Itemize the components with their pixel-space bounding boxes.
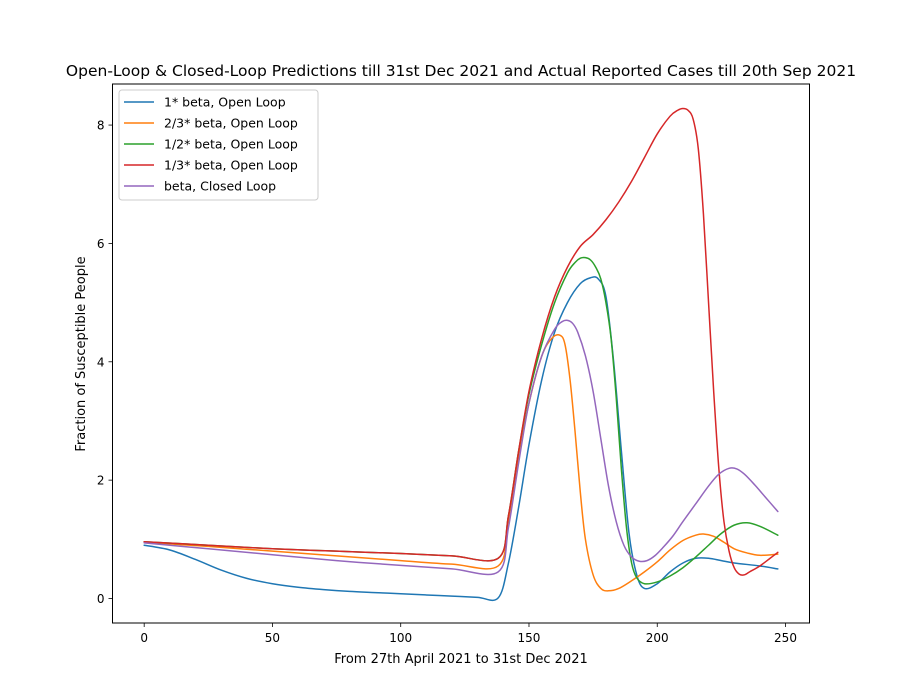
- series-line-5: [143, 319, 779, 576]
- y-tick-label: 4: [97, 355, 105, 369]
- legend-label: beta, Closed Loop: [164, 179, 276, 194]
- series-line-2: [143, 333, 779, 592]
- legend-label: 1* beta, Open Loop: [164, 95, 286, 110]
- x-tick-label: 0: [140, 631, 148, 645]
- legend-label: 1/2* beta, Open Loop: [164, 137, 298, 152]
- x-tick-label: 200: [646, 631, 669, 645]
- series-lines: [143, 107, 779, 602]
- y-tick-label: 0: [97, 592, 105, 606]
- legend: 1* beta, Open Loop 2/3* beta, Open Loop 1/…: [118, 89, 319, 201]
- series-line-4: [143, 107, 779, 576]
- legend-label: 2/3* beta, Open Loop: [164, 116, 298, 131]
- x-tick-label: 250: [774, 631, 797, 645]
- chart-title: Open-Loop & Closed-Loop Predictions till…: [66, 62, 856, 80]
- y-tick-label: 2: [97, 474, 105, 488]
- y-tick-label: 6: [97, 237, 105, 251]
- x-axis-ticks: 0 50 100 150 200 250: [140, 623, 797, 645]
- y-axis-label: Fraction of Susceptible People: [74, 256, 89, 451]
- x-tick-label: 50: [265, 631, 280, 645]
- plot-frame: [112, 83, 810, 624]
- x-tick-label: 100: [389, 631, 412, 645]
- x-tick-label: 150: [518, 631, 541, 645]
- legend-label: 1/3* beta, Open Loop: [164, 158, 298, 173]
- x-axis-label: From 27th April 2021 to 31st Dec 2021: [334, 652, 588, 667]
- legend-box: [118, 89, 319, 201]
- y-axis-ticks: 0 2 4 6 8: [97, 119, 113, 606]
- y-tick-label: 8: [97, 119, 105, 133]
